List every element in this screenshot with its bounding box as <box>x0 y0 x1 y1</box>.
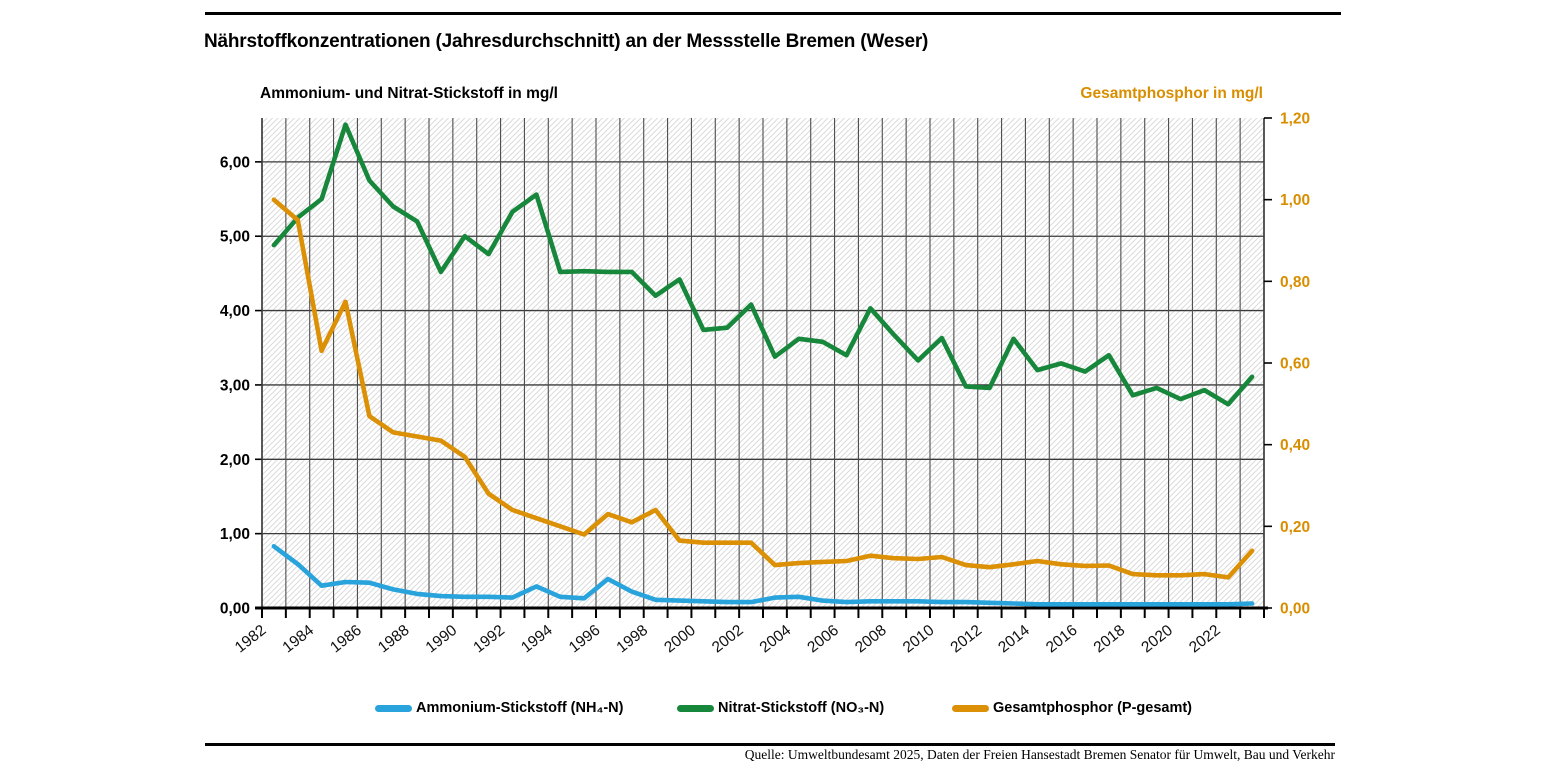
right-axis-label: 0,20 <box>1280 519 1310 536</box>
year-tick-label: 1996 <box>566 622 604 657</box>
year-tick-label: 2020 <box>1138 622 1176 657</box>
left-axis-label: 2,00 <box>220 452 250 469</box>
series-line-ammonium <box>271 543 1255 607</box>
right-axis-title: Gesamtphosphor in mg/l <box>1080 85 1263 102</box>
year-tick-label: 1998 <box>614 622 652 657</box>
year-tick-label: 2004 <box>757 622 795 657</box>
legend-item-ammonium: Ammonium-Stickstoff (NH₄-N) <box>375 700 623 716</box>
bottom-rule <box>205 743 1335 746</box>
right-axis-label: 1,00 <box>1280 192 1310 209</box>
year-tick-label: 1994 <box>518 622 556 657</box>
series-line-phosphor <box>271 197 1255 580</box>
phosphor-line-swatch <box>952 704 989 712</box>
left-axis-label: 5,00 <box>220 229 250 246</box>
year-tick-label: 1982 <box>232 622 270 657</box>
year-tick-label: 2014 <box>995 622 1033 657</box>
right-axis-label: 0,40 <box>1280 437 1310 454</box>
left-axis-label: 6,00 <box>220 154 250 171</box>
year-tick-label: 2000 <box>661 622 699 657</box>
year-tick-label: 1992 <box>470 622 508 657</box>
year-tick-label: 2010 <box>900 622 938 657</box>
legend: Ammonium-Stickstoff (NH₄-N) Nitrat-Stick… <box>0 700 1545 720</box>
year-tick-label: 2008 <box>852 622 890 657</box>
year-tick-label: 2006 <box>804 622 842 657</box>
left-axis-label: 4,00 <box>220 303 250 320</box>
nitrat-line-swatch <box>677 704 714 712</box>
year-tick-label: 2002 <box>709 622 747 657</box>
legend-label-nitrat: Nitrat-Stickstoff (NO₃-N) <box>718 700 885 716</box>
year-tick-label: 1988 <box>375 622 413 657</box>
legend-item-nitrat: Nitrat-Stickstoff (NO₃-N) <box>677 700 884 716</box>
left-axis-label: 0,00 <box>220 601 250 618</box>
page-title: Nährstoffkonzentrationen (Jahresdurchsch… <box>204 31 929 52</box>
year-tick-label: 1984 <box>280 622 318 657</box>
legend-label-phosphor: Gesamtphosphor (P-gesamt) <box>993 700 1192 716</box>
year-tick-label: 2018 <box>1091 622 1129 657</box>
top-rule <box>205 12 1341 15</box>
left-axis-title: Ammonium- und Nitrat-Stickstoff in mg/l <box>260 85 558 102</box>
left-axis-label: 3,00 <box>220 377 250 394</box>
year-tick-label: 2022 <box>1186 622 1224 657</box>
year-tick-label: 2016 <box>1043 622 1081 657</box>
right-axis-label: 0,00 <box>1280 601 1310 618</box>
ammonium-line-swatch <box>375 704 412 712</box>
right-axis-label: 0,60 <box>1280 356 1310 373</box>
legend-item-phosphor: Gesamtphosphor (P-gesamt) <box>952 700 1192 716</box>
year-tick-label: 2012 <box>948 622 986 657</box>
series-line-nitrat <box>271 122 1255 407</box>
year-tick-label: 1986 <box>327 622 365 657</box>
year-tick-label: 1990 <box>423 622 461 657</box>
right-axis-label: 0,80 <box>1280 274 1310 291</box>
right-axis-label: 1,20 <box>1280 111 1310 128</box>
line-chart: 0,00 1,00 2,00 3,00 4,00 5,00 6,00 0,00 0,20 0,40… <box>220 111 1310 657</box>
legend-label-ammonium: Ammonium-Stickstoff (NH₄-N) <box>416 700 624 716</box>
left-axis-label: 1,00 <box>220 526 250 543</box>
source-line: Quelle: Umweltbundesamt 2025, Daten der … <box>744 747 1335 762</box>
